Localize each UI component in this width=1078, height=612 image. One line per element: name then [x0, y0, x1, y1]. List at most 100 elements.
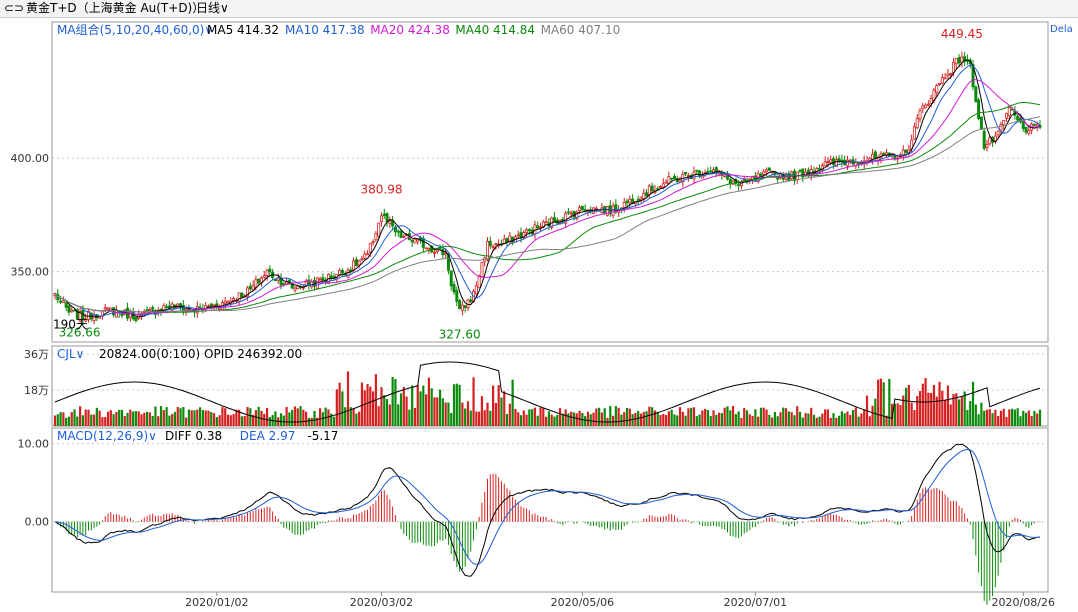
candle-body: [488, 240, 492, 247]
link-icon[interactable]: ⊂⊃: [4, 1, 25, 15]
candle-body: [525, 229, 529, 233]
ma-legend-item: MA10 417.38: [285, 23, 365, 37]
price-y-tick: 400.00: [11, 152, 50, 165]
volume-bar: [321, 412, 324, 426]
volume-bar: [564, 409, 567, 426]
volume-bar: [545, 416, 548, 426]
volume-bar: [394, 379, 397, 426]
volume-bar: [944, 400, 947, 426]
volume-bar: [56, 414, 59, 426]
volume-bar: [327, 409, 330, 426]
candle-body: [75, 309, 79, 320]
volume-bar: [921, 383, 924, 426]
candle-body: [458, 300, 462, 310]
volume-bar: [620, 414, 623, 426]
volume-bar: [957, 399, 961, 426]
volume-bar: [134, 411, 138, 426]
toolbar: ⊂⊃ 黄金T+D（上海黄金 Au(T+D)） 日线∨: [0, 0, 1078, 18]
volume-bar: [458, 384, 461, 426]
candle-body: [1027, 130, 1031, 134]
volume-bar: [416, 385, 419, 426]
volume-bar: [438, 389, 442, 426]
volume-bar: [885, 415, 888, 426]
volume-bar: [126, 412, 129, 426]
volume-bar: [224, 408, 227, 426]
candle-body: [999, 124, 1003, 131]
volume-bar: [399, 393, 403, 426]
ma-legend-item: MA20 424.38: [370, 23, 450, 37]
volume-bar: [1024, 412, 1028, 426]
instrument-title[interactable]: 黄金T+D（上海黄金 Au(T+D)）: [26, 1, 205, 15]
candle-body: [432, 251, 436, 254]
candle-body: [712, 169, 716, 173]
candle-body: [904, 149, 908, 153]
ma-legend-item: MA60 407.10: [541, 23, 621, 37]
candle-body: [762, 171, 766, 175]
volume-bar: [531, 409, 534, 426]
candle-body: [790, 171, 794, 179]
volume-bar: [1002, 408, 1005, 426]
candle-body: [73, 309, 77, 312]
ma40-line: [54, 101, 1041, 313]
volume-bar: [790, 412, 793, 426]
candle-body: [527, 229, 531, 231]
volume-bar: [784, 408, 788, 426]
candle-body: [366, 253, 370, 256]
candle-body: [982, 130, 986, 149]
volume-bar: [690, 407, 693, 426]
volume-bar: [988, 408, 991, 426]
volume-bar: [1010, 408, 1014, 426]
candle-body: [832, 158, 836, 165]
volume-bar: [201, 410, 204, 426]
candle-body: [491, 246, 495, 248]
candle-body: [954, 58, 958, 65]
candle-body: [145, 309, 149, 312]
volume-bar: [787, 411, 790, 426]
volume-bar: [123, 416, 126, 426]
chart-area[interactable]: 400.00 350.00 380.98 327.60 449.45 326.66190天…: [0, 18, 1078, 612]
overlay-label: 190天: [53, 318, 88, 332]
volume-bar: [338, 382, 341, 426]
candle-body: [845, 159, 849, 167]
volume-bar: [712, 410, 715, 426]
volume-bar: [1019, 416, 1022, 426]
volume-bar: [829, 417, 832, 426]
volume-bar: [221, 406, 224, 426]
volume-bar: [1013, 409, 1016, 426]
volume-bar: [215, 417, 218, 426]
volume-bar: [955, 393, 958, 426]
candle-body: [572, 210, 576, 218]
volume-bar: [335, 389, 338, 426]
candle-body: [262, 275, 266, 278]
volume-bar: [254, 410, 258, 426]
volume-bar: [1016, 408, 1019, 426]
volume-bar: [681, 411, 684, 426]
volume-bar: [553, 416, 556, 426]
volume-bar: [358, 411, 361, 426]
candle-body: [371, 241, 375, 244]
volume-bar: [377, 406, 380, 426]
volume-bar: [240, 416, 244, 426]
dea-line: [54, 448, 1041, 566]
candle-body: [555, 219, 559, 224]
candle-body: [98, 316, 102, 319]
volume-bar: [902, 395, 905, 426]
candle-body: [544, 221, 548, 224]
volume-bar: [754, 409, 757, 426]
volume-bar: [651, 407, 654, 426]
volume-bar: [193, 410, 196, 426]
volume-bar: [461, 402, 464, 426]
candle-body: [368, 242, 372, 253]
volume-bar: [151, 415, 154, 426]
volume-bar: [678, 407, 682, 426]
candle-body: [396, 230, 400, 233]
period-selector[interactable]: 日线∨: [196, 0, 229, 17]
volume-bar: [810, 407, 813, 426]
volume-bar: [611, 415, 615, 426]
candle-body: [564, 213, 568, 224]
volume-bar: [505, 413, 509, 426]
volume-bar: [67, 416, 71, 426]
candle-body: [664, 181, 668, 184]
volume-bar: [87, 409, 90, 426]
volume-bar: [344, 407, 347, 426]
